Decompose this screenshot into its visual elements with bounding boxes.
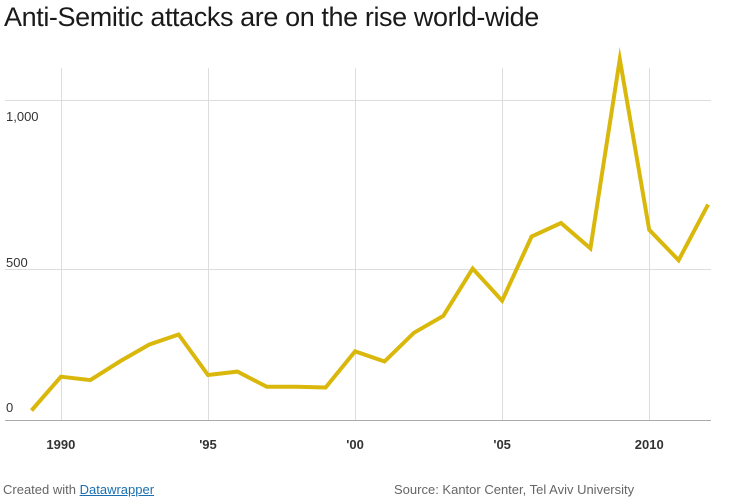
data-point[interactable] [558,220,564,226]
data-point[interactable] [264,384,270,390]
created-with-text: Created with [3,482,76,497]
footer-credit: Created with Datawrapper [3,482,154,497]
data-point[interactable] [646,227,652,233]
data-point[interactable] [499,298,505,304]
data-point[interactable] [117,359,123,365]
y-tick-label: 0 [6,400,13,415]
data-point[interactable] [411,330,417,336]
y-tick-label: 1,000 [6,109,39,124]
data-point[interactable] [676,257,682,263]
data-point[interactable] [205,372,211,378]
data-point[interactable] [87,377,93,383]
x-tick-label: '00 [346,437,364,452]
data-point[interactable] [352,348,358,354]
data-point[interactable] [176,332,182,338]
data-point[interactable] [440,313,446,319]
data-point[interactable] [293,384,299,390]
x-tick-label: 1990 [46,437,75,452]
data-point[interactable] [58,374,64,380]
data-point[interactable] [529,234,535,240]
data-point[interactable] [29,408,35,414]
data-point[interactable] [617,56,623,62]
y-tick-label: 500 [6,255,28,270]
data-point[interactable] [587,245,593,251]
datawrapper-link[interactable]: Datawrapper [79,482,155,497]
data-point[interactable] [470,266,476,272]
x-tick-label: '95 [199,437,217,452]
x-tick-label: 2010 [635,437,664,452]
data-point[interactable] [323,385,329,391]
data-point[interactable] [382,359,388,365]
data-point[interactable] [705,202,711,208]
x-tick-label: '05 [493,437,511,452]
chart-title: Anti-Semitic attacks are on the rise wor… [4,2,539,32]
data-point[interactable] [234,369,240,375]
data-point[interactable] [146,342,152,348]
series-line [29,46,710,412]
source-note: Source: Kantor Center, Tel Aviv Universi… [394,482,635,497]
